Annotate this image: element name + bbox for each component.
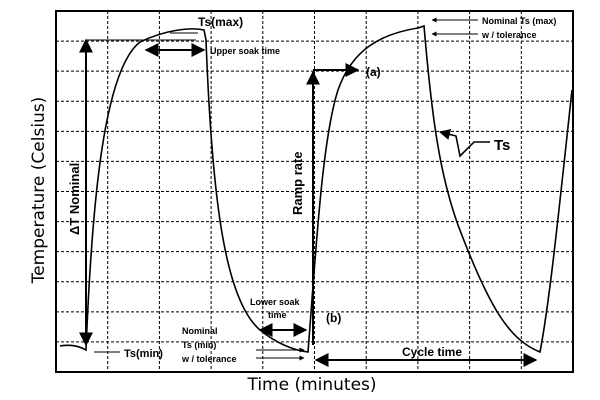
y-axis-title: Temperature (Celsius) (29, 97, 49, 285)
ts-pointer (438, 129, 490, 158)
x-axis-title: Time (minutes) (246, 375, 376, 395)
nominal-ts-max-label-2: w / tolerance (481, 30, 537, 40)
point-b-label: (b) (326, 311, 341, 325)
ts-curve-label: Ts (494, 137, 510, 154)
lower-soak-label-1: Lower soak (250, 297, 301, 307)
delta-t-nominal-label: ΔT Nominal (67, 163, 82, 235)
ts-max-label: Ts(max) (198, 15, 243, 29)
nominal-ts-min-label-1: Nominal (182, 326, 218, 336)
point-a-label: (a) (366, 65, 381, 79)
cycle-time-label: Cycle time (402, 345, 462, 359)
lower-soak-label-2: time (268, 310, 287, 320)
ts-min-label: Ts(min) (124, 348, 163, 360)
nominal-ts-min-label-2: Ts (min) (182, 340, 216, 350)
ramp-rate-label: Ramp rate (290, 151, 305, 215)
upper-soak-time-label: Upper soak time (210, 46, 280, 56)
nominal-ts-max-label-1: Nominal Ts (max) (482, 16, 556, 26)
nominal-ts-min-label-3: w / tolerance (181, 354, 237, 364)
